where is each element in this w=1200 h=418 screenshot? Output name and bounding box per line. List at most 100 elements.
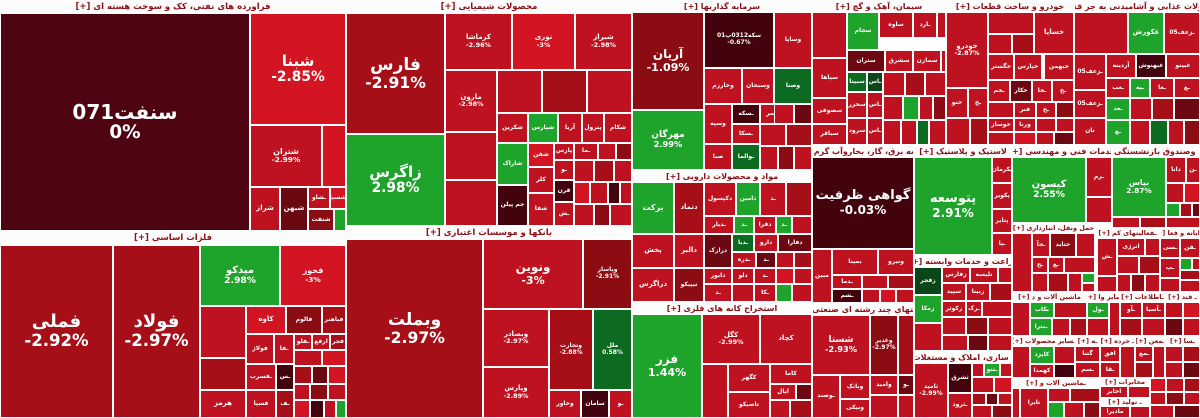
treemap-tile-ـقا[interactable]: ـقا bbox=[1100, 362, 1120, 378]
treemap-tile-سجام[interactable]: سجام bbox=[847, 12, 879, 50]
treemap-tile-شتران[interactable]: شتران -2.99% bbox=[250, 125, 322, 187]
sector-header[interactable]: لاستیک و پلاستیک [+] bbox=[914, 145, 1012, 157]
treemap-tile-ـرم[interactable]: ـرم bbox=[1086, 157, 1112, 197]
treemap-tile-کچاد[interactable]: کچاد bbox=[760, 314, 812, 364]
treemap-tile[interactable] bbox=[1184, 120, 1200, 145]
treemap-tile[interactable] bbox=[445, 132, 497, 180]
treemap-tile-شستا[interactable]: شستا -2.93% bbox=[812, 315, 870, 375]
sector-header[interactable]: زراعت و خدمات وابسته [+] bbox=[914, 255, 1012, 267]
treemap-tile[interactable] bbox=[1166, 217, 1200, 228]
treemap-tile[interactable] bbox=[1064, 257, 1095, 273]
treemap-tile[interactable] bbox=[1056, 102, 1074, 118]
treemap-tile[interactable] bbox=[1070, 388, 1100, 402]
treemap-tile-دفارا[interactable]: دفارا bbox=[778, 234, 812, 252]
treemap-tile[interactable] bbox=[988, 317, 1012, 335]
treemap-tile-اپال[interactable]: اپال bbox=[770, 384, 796, 400]
sector-header[interactable]: ـ تولید [+] bbox=[1100, 398, 1150, 406]
sector-header[interactable]: ماشین آلات و د [+] bbox=[1012, 292, 1087, 302]
treemap-tile-دفرا[interactable]: دفرا bbox=[754, 216, 776, 234]
treemap-tile[interactable] bbox=[1180, 280, 1200, 292]
treemap-tile-وسبحان[interactable]: وسبحان bbox=[742, 68, 774, 104]
treemap-tile[interactable] bbox=[1192, 258, 1200, 270]
treemap-tile-خودرو[interactable]: خودرو -2.87% bbox=[946, 12, 988, 88]
treemap-tile[interactable] bbox=[880, 289, 896, 303]
treemap-tile[interactable] bbox=[794, 104, 812, 124]
treemap-tile-فنر[interactable]: فنر bbox=[1014, 102, 1036, 118]
treemap-tile-ـسکه[interactable]: ـسکه bbox=[732, 104, 760, 124]
treemap-tile-ـخ[interactable]: ـخ bbox=[1036, 102, 1056, 118]
treemap-tile-شفن[interactable]: شفن bbox=[528, 143, 554, 167]
treemap-tile-مارون[interactable]: مارون -2.98% bbox=[445, 70, 497, 132]
treemap-tile-غبینو[interactable]: غبینو bbox=[1166, 54, 1200, 78]
treemap-tile-شبهن[interactable]: شبهن bbox=[280, 187, 308, 231]
treemap-tile[interactable] bbox=[1174, 98, 1200, 120]
treemap-tile[interactable] bbox=[1087, 318, 1109, 336]
treemap-tile[interactable] bbox=[574, 204, 594, 226]
treemap-tile-ساوه[interactable]: ساوه bbox=[879, 12, 913, 38]
treemap-tile-ـد[interactable]: ـد bbox=[756, 252, 776, 268]
treemap-tile[interactable] bbox=[334, 209, 346, 231]
treemap-tile-دانا[interactable]: دانا bbox=[1166, 157, 1186, 183]
treemap-tile-ـدما[interactable]: ـدما bbox=[832, 275, 862, 289]
treemap-tile[interactable] bbox=[966, 317, 988, 335]
treemap-tile-ـفسرب[interactable]: ـفسرب bbox=[246, 364, 276, 390]
treemap-tile-میدکو[interactable]: میدکو 2.98% bbox=[200, 245, 280, 306]
treemap-tile-آریان[interactable]: آریان -1.09% bbox=[632, 12, 704, 110]
treemap-tile[interactable] bbox=[792, 284, 812, 302]
treemap-tile[interactable] bbox=[1130, 98, 1152, 120]
sector-header[interactable]: حمل ونقل، انبارداری [+] bbox=[1012, 223, 1095, 233]
treemap-tile[interactable] bbox=[200, 306, 246, 358]
treemap-tile[interactable] bbox=[1183, 362, 1200, 378]
treemap-tile[interactable] bbox=[898, 315, 914, 375]
treemap-tile-پتوسعه[interactable]: پتوسعه 2.91% bbox=[914, 157, 992, 255]
treemap-tile-ـزعف05[interactable]: ـزعف05 bbox=[1164, 12, 1200, 54]
treemap-tile[interactable] bbox=[620, 182, 632, 204]
treemap-tile[interactable] bbox=[778, 146, 794, 170]
treemap-tile[interactable] bbox=[1180, 258, 1192, 270]
treemap-tile-دالبر[interactable]: دالبر bbox=[674, 234, 704, 268]
treemap-tile[interactable] bbox=[998, 267, 1012, 283]
treemap-tile-ـشم[interactable]: ـشم bbox=[832, 289, 862, 303]
treemap-tile[interactable] bbox=[794, 268, 812, 284]
treemap-tile-وبملت[interactable]: وبملت -2.97% bbox=[346, 239, 483, 418]
treemap-tile-کایزد[interactable]: کایزد bbox=[1030, 346, 1054, 364]
treemap-tile[interactable] bbox=[901, 120, 917, 145]
treemap-tile-ـخ[interactable]: ـخ bbox=[1052, 80, 1074, 102]
treemap-tile[interactable] bbox=[1135, 362, 1153, 378]
treemap-tile[interactable] bbox=[702, 364, 728, 418]
treemap-tile-ـغد[interactable]: ـغد bbox=[1106, 98, 1130, 120]
treemap-tile-دلو[interactable]: دلو bbox=[732, 268, 754, 284]
treemap-tile[interactable] bbox=[1130, 120, 1150, 145]
sector-header[interactable]: بانکها و موسسات اعتباری [+] bbox=[346, 226, 632, 239]
treemap-tile[interactable] bbox=[1166, 183, 1184, 203]
treemap-tile[interactable] bbox=[1153, 346, 1165, 378]
treemap-tile-کلر[interactable]: کلر bbox=[528, 167, 554, 193]
treemap-tile[interactable] bbox=[760, 124, 786, 146]
treemap-tile[interactable] bbox=[929, 120, 946, 145]
treemap-tile-ـفا[interactable]: ـفا bbox=[274, 334, 294, 364]
treemap-tile[interactable] bbox=[294, 400, 310, 418]
treemap-tile-شنفت[interactable]: شنفت bbox=[308, 209, 334, 231]
treemap-tile[interactable] bbox=[1150, 120, 1168, 145]
treemap-tile-ـدره[interactable]: ـدره bbox=[732, 252, 756, 268]
treemap-tile-پتایر[interactable]: پتایر bbox=[992, 209, 1012, 233]
treemap-tile[interactable] bbox=[732, 284, 754, 302]
treemap-tile[interactable] bbox=[970, 118, 988, 145]
treemap-tile-ـاس[interactable]: ـاس bbox=[867, 92, 883, 118]
treemap-tile[interactable] bbox=[497, 70, 542, 113]
treemap-tile-سبیتا[interactable]: سبیتا bbox=[847, 72, 867, 92]
treemap-tile-شپارس[interactable]: شپارس bbox=[528, 113, 558, 143]
treemap-tile-ـغب[interactable]: ـغب bbox=[1106, 78, 1130, 98]
treemap-tile-ـو[interactable]: ـو bbox=[554, 160, 574, 180]
treemap-tile-کیسون[interactable]: کیسون 2.55% bbox=[1012, 157, 1086, 223]
treemap-tile[interactable] bbox=[792, 216, 812, 234]
treemap-tile-شاراک[interactable]: شاراک bbox=[497, 143, 528, 185]
treemap-tile-آریا[interactable]: آریا bbox=[558, 113, 582, 143]
treemap-tile[interactable] bbox=[988, 12, 1034, 34]
treemap-tile[interactable] bbox=[919, 96, 933, 120]
treemap-tile-جم پیلن[interactable]: جم پیلن bbox=[497, 185, 528, 226]
treemap-tile[interactable] bbox=[594, 160, 614, 182]
sector-header[interactable]: ـاطلاعات [+] bbox=[1120, 292, 1165, 302]
treemap-tile[interactable] bbox=[1036, 132, 1054, 145]
treemap-tile-اخابر[interactable]: اخابر bbox=[1100, 386, 1128, 398]
